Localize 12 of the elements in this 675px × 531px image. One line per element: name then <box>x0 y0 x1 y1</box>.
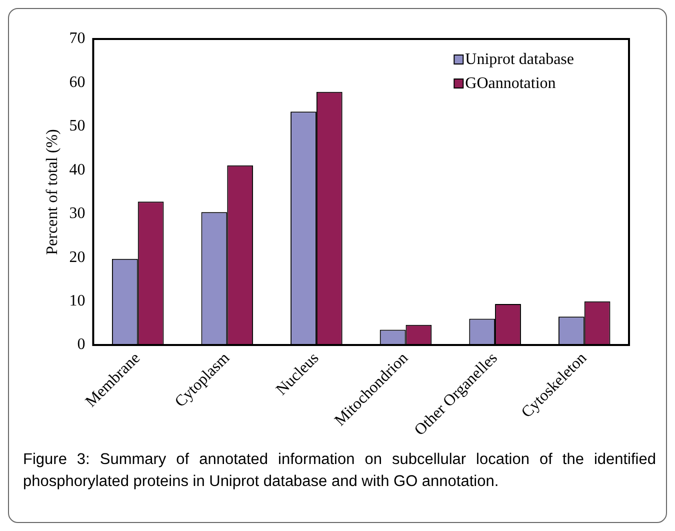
legend-label: GOannotation <box>465 75 556 92</box>
y-tick-label: 20 <box>69 248 86 266</box>
y-tick-label: 70 <box>69 30 86 48</box>
y-tick-label: 50 <box>69 118 86 135</box>
y-tick-label: 0 <box>77 336 86 354</box>
y-axis-title: Percent of total (%) <box>44 129 61 255</box>
y-tick-label: 40 <box>69 161 86 178</box>
y-tick-label: 30 <box>69 205 86 222</box>
y-tick-label: 10 <box>69 292 86 310</box>
caption: Figure 3: Summary of annotated information on subcellular location of the identified phosphorylated proteins in Uniprot database and with GO annotation. <box>23 450 656 492</box>
legend-label: Uniprot database <box>465 51 574 68</box>
y-tick-label: 60 <box>69 74 86 91</box>
